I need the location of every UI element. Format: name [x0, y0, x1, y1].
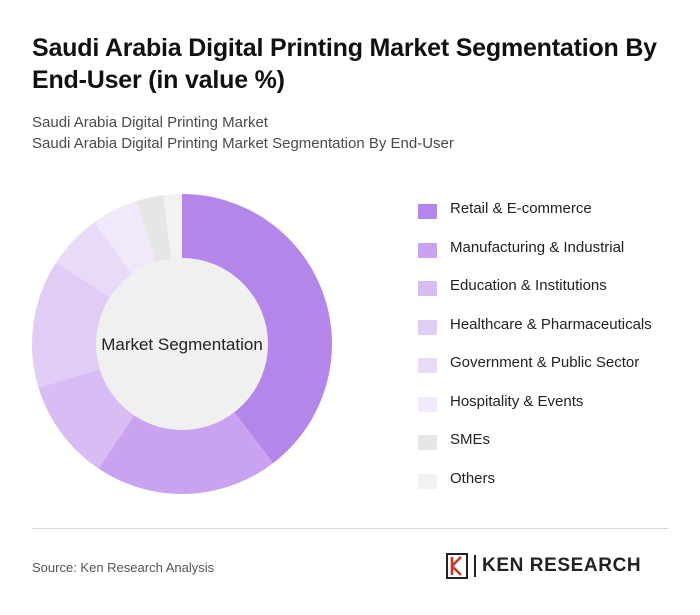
source-note: Source: Ken Research Analysis	[32, 560, 215, 575]
legend-item-healthcare-pharmaceuticals: Healthcare & Pharmaceuticals	[418, 312, 652, 351]
donut-chart: Market Segmentation	[32, 194, 332, 495]
donut-center-label: Market Segmentation	[101, 335, 263, 354]
legend-label: Education & Institutions	[450, 277, 607, 294]
legend-swatch	[418, 242, 437, 258]
legend-label: Government & Public Sector	[450, 354, 640, 371]
chart-subtitle-market: Saudi Arabia Digital Printing Market	[32, 114, 268, 131]
footer-divider	[32, 528, 668, 529]
legend-item-others: Others	[418, 466, 652, 505]
legend-swatch	[418, 281, 437, 296]
ken-research-logo: KEN RESEARCH	[446, 553, 641, 579]
logo-separator	[474, 555, 476, 577]
chart-title: Saudi Arabia Digital Printing Market Seg…	[32, 34, 657, 94]
legend-item-hospitality-events: Hospitality & Events	[418, 389, 652, 428]
legend-label: Others	[450, 469, 496, 487]
legend-item-retail-e-commerce: Retail & E-commerce	[418, 196, 652, 235]
legend-item-government-public-sector: Government & Public Sector	[418, 350, 652, 389]
legend-item-education-institutions: Education & Institutions	[418, 273, 652, 312]
legend-swatch	[418, 473, 437, 489]
legend-swatch	[418, 435, 437, 450]
legend-item-manufacturing-industrial: Manufacturing & Industrial	[418, 235, 652, 274]
legend-label: Hospitality & Events	[450, 392, 584, 410]
legend-swatch	[418, 204, 437, 219]
legend-label: SMEs	[450, 431, 491, 448]
chart-subtitle-segmentation: Saudi Arabia Digital Printing Market Seg…	[32, 135, 454, 152]
legend-swatch	[418, 358, 437, 373]
donut-center-hole	[96, 258, 268, 430]
legend-swatch	[418, 319, 437, 335]
legend-swatch	[418, 396, 437, 412]
ken-research-logo-text: KEN RESEARCH	[482, 555, 642, 576]
legend-label: Manufacturing & Industrial	[450, 238, 625, 256]
legend-item-smes: SMEs	[418, 427, 652, 466]
legend-label: Retail & E-commerce	[450, 200, 592, 217]
chart-legend: Retail & E-commerce Manufacturing & Indus…	[418, 196, 652, 504]
legend-label: Healthcare & Pharmaceuticals	[450, 315, 652, 333]
ken-research-logo-icon	[446, 553, 468, 579]
